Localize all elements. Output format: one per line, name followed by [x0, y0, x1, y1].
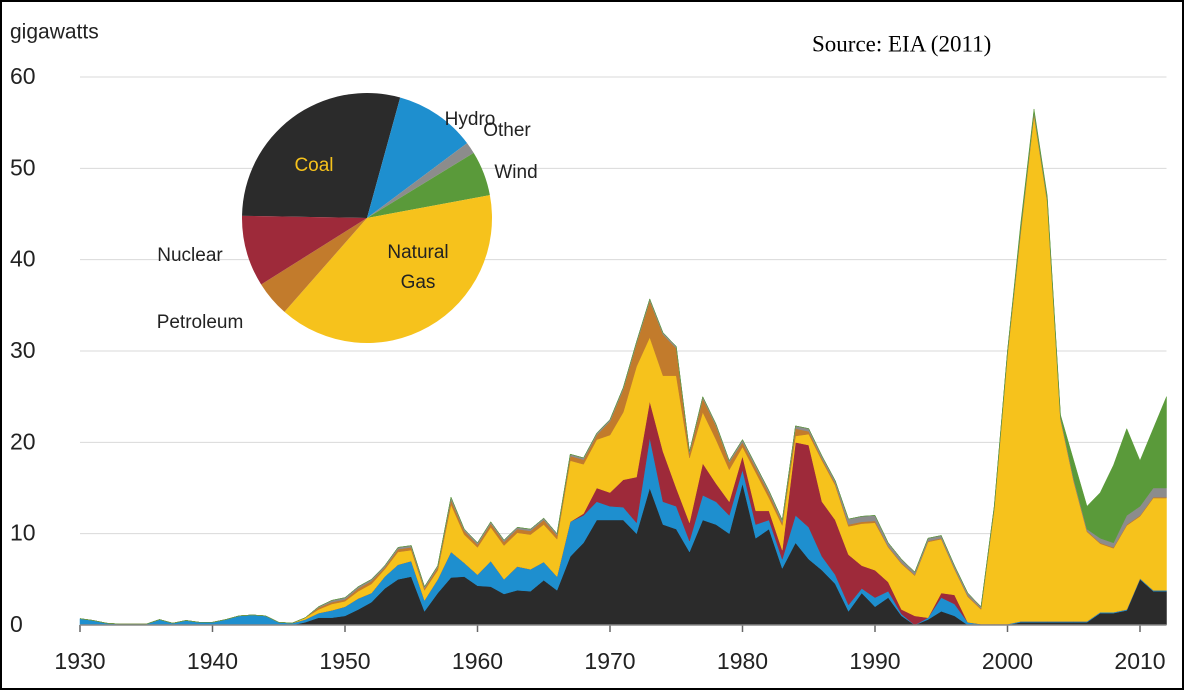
pie-slice [242, 215, 367, 285]
x-tick-label: 1970 [584, 648, 635, 674]
source-annotation: Source: EIA (2011) [812, 31, 991, 56]
pie-label: Hydro [445, 109, 496, 130]
x-tick-label: 1930 [54, 648, 105, 674]
pie-slice [284, 195, 493, 343]
pie-label: Petroleum [157, 312, 244, 333]
y-tick-label: 30 [10, 337, 36, 363]
x-tick-label: 1990 [849, 648, 900, 674]
pie-slice [242, 93, 401, 218]
pie-label: Wind [494, 162, 537, 183]
pie-label: Other [483, 120, 531, 141]
x-tick-label: 2000 [982, 648, 1033, 674]
y-tick-label: 40 [10, 246, 36, 272]
x-tick-label: 1980 [717, 648, 768, 674]
pie-label: Nuclear [157, 245, 223, 266]
y-tick-label: 50 [10, 154, 36, 180]
pie-slice [367, 143, 474, 218]
x-tick-label: 2010 [1114, 648, 1165, 674]
y-tick-label: 20 [10, 428, 36, 454]
pie-slice [367, 97, 468, 218]
y-axis-label: gigawatts [10, 21, 99, 44]
y-tick-label: 60 [10, 63, 36, 89]
area-series [79, 108, 1167, 625]
y-tick-label: 0 [10, 611, 23, 637]
pie-label: Coal [294, 155, 333, 176]
pie-slice [367, 152, 490, 218]
pie-inset: Coal Hydro Nuclear Petroleum Other Wind Natura… [157, 93, 538, 343]
x-tick-label: 1950 [319, 648, 370, 674]
x-tick-label: 1960 [452, 648, 503, 674]
pie-label: Natural Gas [387, 242, 449, 293]
pie-label: Natural Gas [387, 242, 449, 293]
pie-slice [261, 218, 367, 312]
x-tick-label: 1940 [187, 648, 238, 674]
y-tick-label: 10 [10, 520, 36, 546]
axes: 0 10 20 30 40 50 60 1930 1940 1950 1960 1970 1980 199… [10, 63, 1167, 674]
